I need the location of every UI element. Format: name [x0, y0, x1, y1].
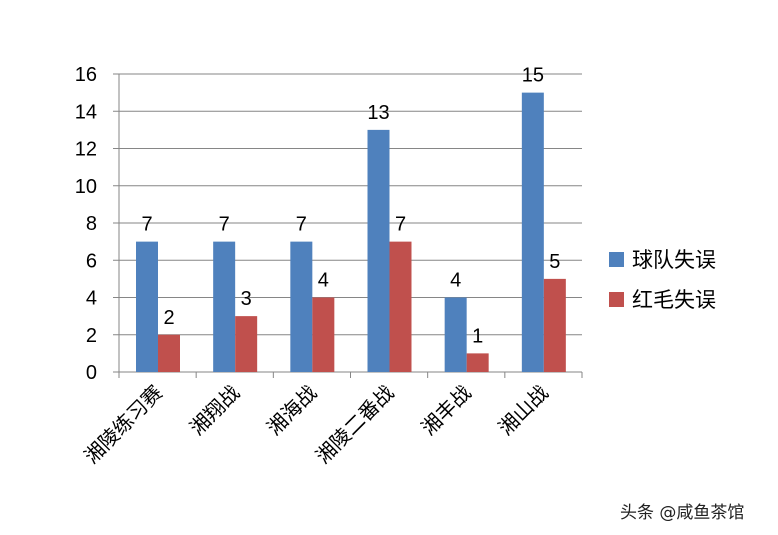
y-tick-label: 14 — [75, 101, 97, 123]
legend-swatch — [609, 252, 624, 267]
y-tick-label: 4 — [86, 288, 97, 310]
bar-team — [136, 241, 158, 372]
x-category-label: 湘陵二番战 — [311, 381, 399, 469]
bar-redhead — [158, 334, 180, 372]
data-label: 4 — [318, 270, 329, 292]
y-tick-label: 6 — [86, 250, 97, 272]
bar-team — [521, 92, 544, 372]
data-label: 5 — [549, 251, 560, 273]
bar-redhead — [235, 316, 258, 372]
data-label: 7 — [395, 214, 406, 236]
x-category-label: 湘丰战 — [416, 381, 475, 440]
bar-redhead — [312, 297, 335, 372]
x-category-label: 湘海战 — [262, 381, 321, 440]
data-label: 13 — [367, 102, 389, 124]
data-label: 15 — [522, 65, 544, 87]
data-label: 2 — [163, 307, 174, 329]
legend-label: 红毛失误 — [632, 288, 716, 312]
bar-team — [290, 241, 313, 372]
bar-redhead — [389, 241, 412, 372]
data-label: 7 — [296, 214, 307, 236]
y-tick-label: 16 — [75, 64, 97, 86]
y-tick-label: 0 — [86, 362, 97, 384]
y-tick-label: 8 — [86, 213, 97, 235]
bar-team — [213, 241, 236, 372]
bar-team — [444, 297, 467, 372]
x-category-label: 湘翔战 — [185, 381, 244, 440]
legend-label: 球队失误 — [632, 248, 716, 272]
data-label: 7 — [219, 214, 230, 236]
watermark: 头条 @咸鱼茶馆 — [620, 503, 745, 523]
data-label: 4 — [450, 270, 461, 292]
bar-redhead — [543, 278, 566, 372]
data-label: 7 — [141, 214, 152, 236]
x-category-label: 湘山战 — [494, 381, 553, 440]
y-tick-label: 12 — [75, 139, 97, 161]
bar-redhead — [466, 353, 489, 372]
y-tick-label: 10 — [75, 176, 97, 198]
y-tick-label: 2 — [86, 325, 97, 347]
data-label: 1 — [472, 325, 483, 347]
x-category-label: 湘陵练习赛 — [79, 381, 167, 469]
bar-team — [367, 129, 390, 372]
data-label: 3 — [241, 288, 252, 310]
legend-swatch — [609, 292, 624, 307]
